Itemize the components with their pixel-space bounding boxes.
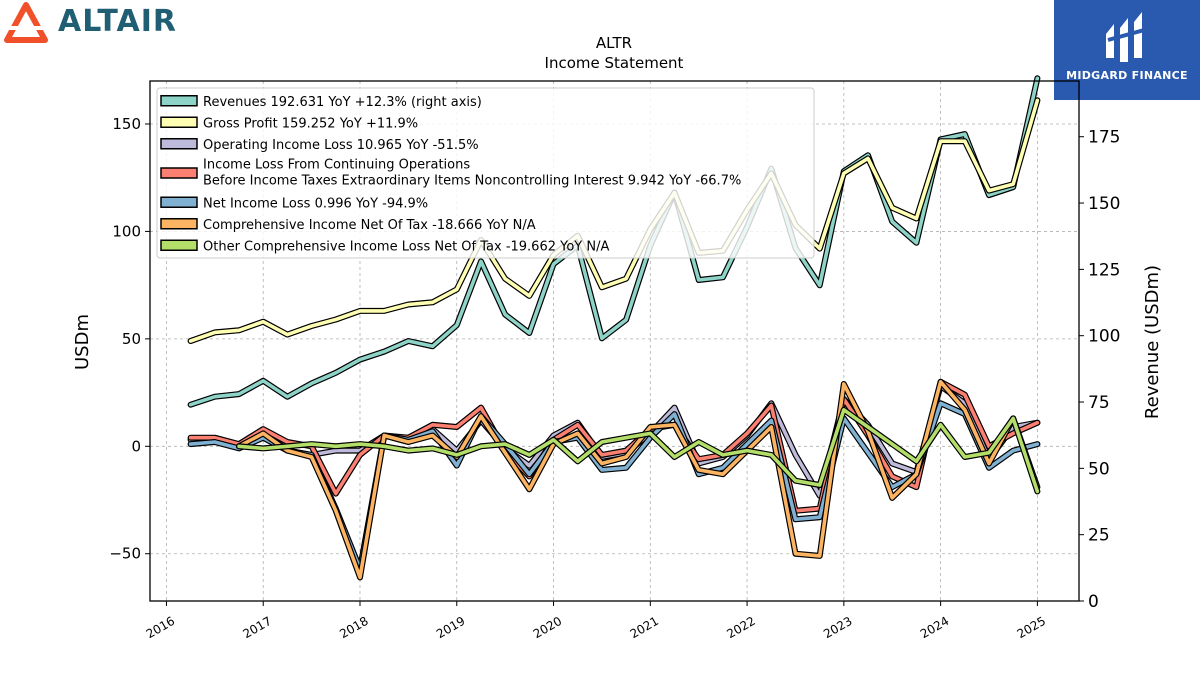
series-lines <box>187 75 1041 581</box>
y-tick-label: 50 <box>122 330 141 348</box>
y2-tick-label: 100 <box>1088 327 1120 347</box>
midgard-finance-logo-icon <box>1106 12 1145 62</box>
legend-label: Comprehensive Income Net Of Tax -18.666 … <box>203 218 536 233</box>
legend-swatch <box>160 138 198 150</box>
y-tick-label: 100 <box>112 222 141 240</box>
y-tick-label: 150 <box>112 115 141 133</box>
series-line <box>188 380 1040 513</box>
legend-swatch <box>160 239 198 251</box>
altair-logo-icon <box>4 2 48 43</box>
x-tick-label: 2024 <box>918 614 951 641</box>
legend-label: Net Income Loss 0.996 YoY -94.9% <box>203 196 428 211</box>
y2-tick-label: 25 <box>1088 526 1110 546</box>
series-line <box>188 76 1040 407</box>
y2-tick-label: 75 <box>1088 393 1110 413</box>
y-axis-label: USDm <box>72 314 93 370</box>
x-tick-label: 2021 <box>628 614 661 641</box>
plot-frame <box>149 80 1080 602</box>
x-tick-label: 2023 <box>821 614 854 641</box>
legend-swatch <box>160 218 198 230</box>
legend-label: Operating Income Loss 10.965 YoY -51.5% <box>203 138 479 153</box>
altair-logo: ALTAIR <box>4 2 194 44</box>
legend-label: Revenues 192.631 YoY +12.3% (right axis) <box>203 95 482 110</box>
legend-label: Other Comprehensive Income Loss Net Of T… <box>203 239 609 254</box>
legend-swatch <box>160 116 198 128</box>
x-tick-label: 2019 <box>434 614 467 641</box>
legend-label: Before Income Taxes Extraordinary Items … <box>203 174 741 189</box>
series-line <box>237 408 1040 494</box>
series-line <box>237 380 1040 580</box>
chart-subtitle: Income Statement <box>545 54 684 72</box>
y2-tick-label: 150 <box>1088 194 1120 214</box>
legend-swatch <box>160 95 198 107</box>
series-gross-profit <box>187 97 1041 344</box>
y-tick-label: 0 <box>131 437 141 455</box>
y2-axis-label: Revenue (USDm) <box>1142 265 1163 419</box>
x-tick-label: 2017 <box>240 614 273 641</box>
legend-swatch <box>160 167 198 179</box>
legend-swatch <box>160 196 198 208</box>
y2-tick-label: 175 <box>1088 128 1120 148</box>
chart-title: ALTR <box>596 34 632 52</box>
y2-tick-label: 50 <box>1088 459 1110 479</box>
y2-tick-label: 0 <box>1088 592 1099 612</box>
legend-box <box>156 87 815 259</box>
x-tick-label: 2018 <box>337 614 370 641</box>
y-tick-label: −50 <box>109 545 141 563</box>
x-tick-label: 2016 <box>144 614 177 641</box>
series-revenues <box>187 75 1041 408</box>
legend: Revenues 192.631 YoY +12.3% (right axis)… <box>156 87 815 259</box>
x-tick-label: 2025 <box>1015 614 1048 641</box>
x-tick-label: 2022 <box>724 614 757 641</box>
legend-label: Income Loss From Continuing Operations <box>203 158 470 173</box>
series-other-comprehensive-income-loss-net-of-tax <box>236 406 1041 495</box>
altair-logo-text: ALTAIR <box>58 4 177 39</box>
series-comprehensive-income-net-of-tax <box>236 378 1041 581</box>
legend-label: Gross Profit 159.252 YoY +11.9% <box>203 116 418 131</box>
series-income-loss-from-continuing-operations-before-income-taxes-extraordinary-items-noncontrolling-interest <box>187 378 1041 514</box>
midgard-finance-logo: MIDGARD FINANCE <box>1054 0 1200 100</box>
x-tick-label: 2020 <box>531 614 564 641</box>
y2-tick-label: 125 <box>1088 260 1120 280</box>
series-line <box>188 98 1040 343</box>
midgard-finance-logo-text: MIDGARD FINANCE <box>1066 69 1188 82</box>
